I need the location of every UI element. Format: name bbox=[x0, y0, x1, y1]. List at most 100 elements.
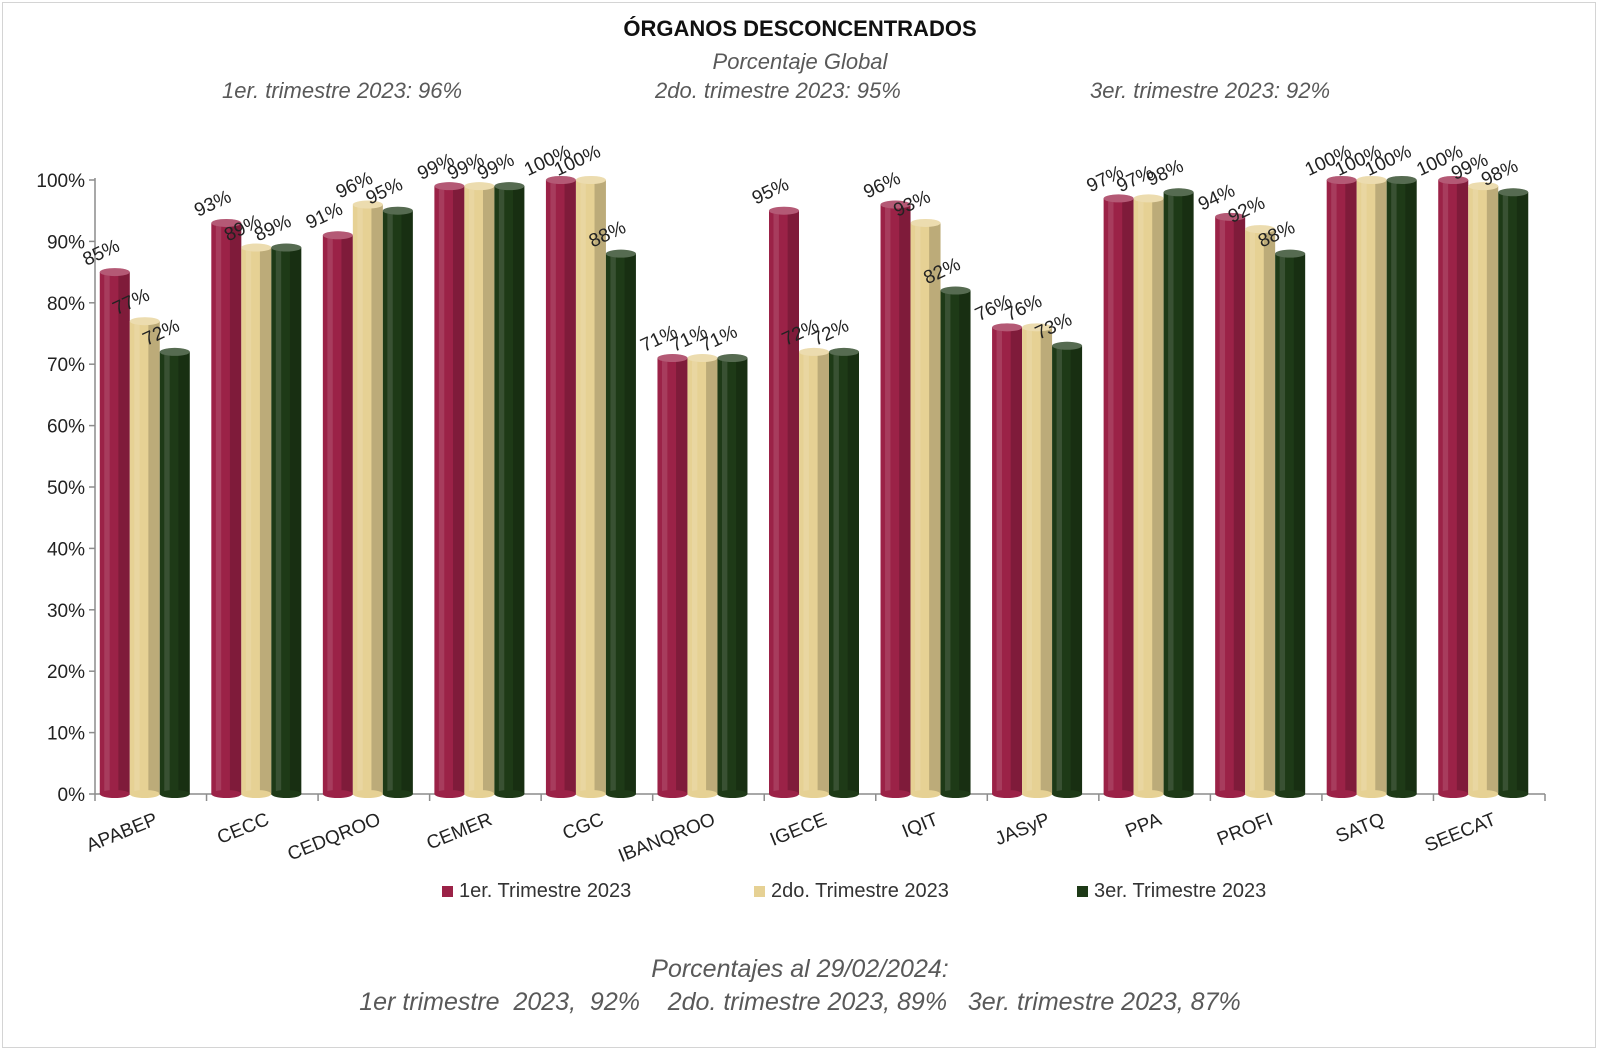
bar-highlight bbox=[550, 180, 556, 794]
bar-top-shine bbox=[1163, 188, 1194, 197]
bar-highlight bbox=[945, 290, 951, 794]
x-tick-label-CGC: CGC bbox=[560, 809, 607, 844]
bar-CEMER-s1 bbox=[434, 186, 465, 794]
legend-item-2: 2do. Trimestre 2023 bbox=[754, 880, 949, 903]
bar-SATQ-s2 bbox=[1356, 180, 1387, 794]
global-q1: 1er. trimestre 2023: 96% bbox=[222, 78, 463, 103]
bar-highlight bbox=[1391, 180, 1397, 794]
bar-base bbox=[1052, 790, 1083, 798]
bar-highlight bbox=[1056, 345, 1062, 794]
bar-highlight bbox=[1249, 229, 1256, 794]
bar-base bbox=[940, 790, 971, 798]
bar-shade bbox=[564, 180, 576, 794]
bar-base bbox=[1163, 790, 1194, 798]
bar-top-shine bbox=[657, 354, 688, 363]
bar-shade bbox=[1040, 327, 1053, 794]
bar-top-shine bbox=[159, 347, 190, 356]
bar-top-shine bbox=[1386, 176, 1417, 184]
bar-top-shine bbox=[1498, 188, 1529, 197]
chart-title: ÓRGANOS DESCONCENTRADOS bbox=[623, 16, 977, 41]
bar-base bbox=[464, 790, 495, 798]
bar-highlight bbox=[387, 210, 393, 794]
bar-top bbox=[159, 347, 190, 356]
bar-top bbox=[382, 206, 413, 215]
bar-top bbox=[211, 218, 242, 227]
bar-highlight bbox=[661, 358, 668, 794]
x-tick-label-JASyP: JASyP bbox=[992, 809, 1053, 850]
bar-highlight bbox=[164, 351, 170, 794]
bar-shade bbox=[1010, 327, 1023, 794]
bar-shade bbox=[178, 351, 190, 794]
bar-SATQ-s1 bbox=[1326, 180, 1357, 794]
bar-highlight bbox=[1442, 180, 1449, 794]
y-tick-label: 40% bbox=[47, 539, 85, 560]
bar-SATQ-s3 bbox=[1386, 180, 1417, 794]
bar-shade bbox=[1182, 192, 1194, 794]
bar-shade bbox=[229, 222, 242, 795]
bar-SEECAT-s2 bbox=[1468, 186, 1499, 794]
legend-item-1: 1er. Trimestre 2023 bbox=[442, 880, 631, 903]
bar-top bbox=[940, 286, 971, 295]
bar-highlight bbox=[468, 186, 475, 794]
bar-top bbox=[1245, 225, 1276, 234]
bar-top-shine bbox=[1326, 176, 1357, 184]
bar-top-shine bbox=[992, 323, 1023, 332]
footer-percentages-line: 1er trimestre 2023, 92% 2do. trimestre 2… bbox=[359, 988, 1241, 1016]
bar-SEECAT-s3 bbox=[1498, 192, 1529, 794]
legend-item-3: 3er. Trimestre 2023 bbox=[1077, 880, 1266, 903]
bar-JASyP-s3 bbox=[1052, 345, 1083, 794]
x-tick-label-CEDQROO: CEDQROO bbox=[285, 809, 384, 865]
bar-base bbox=[769, 790, 799, 798]
bar-PPA-s1 bbox=[1103, 198, 1134, 795]
bar-base bbox=[799, 790, 829, 798]
y-tick-label: 60% bbox=[47, 417, 85, 438]
bar-highlight bbox=[773, 210, 779, 794]
bar-shade bbox=[482, 186, 495, 794]
bar-CECC-s3 bbox=[271, 247, 302, 795]
bar-highlight bbox=[1026, 327, 1032, 794]
bar-top bbox=[1275, 249, 1306, 258]
x-tick-label-SATQ: SATQ bbox=[1333, 809, 1388, 847]
bar-base bbox=[1133, 790, 1164, 798]
bar-top bbox=[1163, 188, 1194, 197]
bar-base bbox=[1022, 790, 1053, 798]
bar-top bbox=[1498, 188, 1529, 197]
bar-highlight bbox=[833, 351, 839, 794]
bar-APABEP-s3 bbox=[159, 351, 190, 794]
bar-shade bbox=[401, 210, 413, 794]
bar-base bbox=[1245, 790, 1276, 798]
bar-highlight bbox=[1279, 253, 1286, 794]
bar-top-shine bbox=[1133, 194, 1164, 203]
bar-highlight bbox=[245, 247, 252, 795]
bar-base bbox=[687, 790, 718, 798]
x-tick-label-PPA: PPA bbox=[1123, 809, 1165, 842]
bar-top-shine bbox=[910, 218, 941, 227]
bar-top-shine bbox=[129, 317, 160, 326]
bar-highlight bbox=[438, 186, 445, 794]
legend-swatch-1 bbox=[442, 886, 453, 897]
bar-highlight bbox=[104, 272, 110, 795]
bar-IGECE-s3 bbox=[829, 351, 859, 794]
bar-IQIT-s2 bbox=[910, 222, 941, 795]
bar-top bbox=[1103, 194, 1134, 203]
bar-base bbox=[382, 790, 413, 798]
bar-top-shine bbox=[769, 206, 799, 215]
bar-top bbox=[910, 218, 941, 227]
bar-top-shine bbox=[271, 243, 302, 252]
data-label: 93% bbox=[191, 186, 234, 221]
bar-highlight bbox=[1168, 192, 1174, 794]
bar-base bbox=[322, 790, 353, 798]
bar-top-shine bbox=[829, 347, 859, 356]
bar-shade bbox=[289, 247, 302, 795]
legend-label-2: 2do. Trimestre 2023 bbox=[771, 880, 949, 902]
bar-top bbox=[434, 182, 465, 191]
bar-top bbox=[1326, 176, 1357, 184]
bar-top bbox=[880, 200, 911, 209]
bar-shade bbox=[341, 235, 353, 794]
y-tick-label: 50% bbox=[47, 478, 85, 499]
bar-top bbox=[769, 206, 799, 215]
bar-highlight bbox=[610, 253, 616, 794]
bar-top bbox=[352, 200, 383, 209]
bar-top-shine bbox=[352, 200, 383, 209]
x-tick-label-SEECAT: SEECAT bbox=[1422, 809, 1499, 857]
